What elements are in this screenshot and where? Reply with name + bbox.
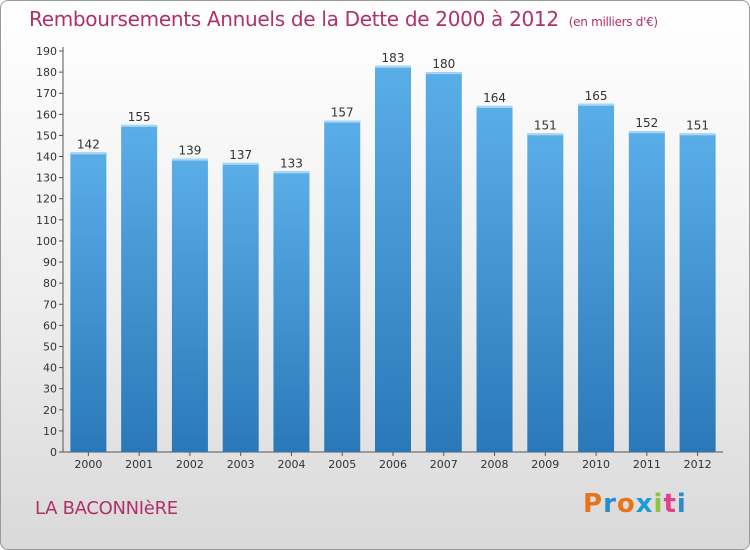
- value-label: 165: [585, 89, 608, 103]
- logo-letter: P: [583, 489, 604, 519]
- proxiti-logo: Proxiti: [583, 489, 687, 519]
- logo-letter: i: [653, 489, 664, 519]
- y-tick-label: 50: [43, 340, 57, 353]
- bar-2012: [679, 133, 716, 452]
- y-tick-label: 40: [43, 362, 57, 375]
- logo-letter: t: [663, 489, 677, 519]
- x-tick-label: 2005: [328, 458, 356, 471]
- bar-2009: [527, 133, 564, 452]
- x-tick-label: 2001: [125, 458, 153, 471]
- y-tick-label: 120: [36, 193, 57, 206]
- x-tick-label: 2010: [582, 458, 610, 471]
- x-tick-label: 2003: [227, 458, 255, 471]
- value-label: 152: [635, 116, 658, 130]
- y-tick-label: 130: [36, 172, 57, 185]
- x-tick-label: 2006: [379, 458, 407, 471]
- y-tick-label: 90: [43, 256, 57, 269]
- bar-highlight: [171, 158, 208, 161]
- bar-chart: 0 10 20 30 40 50 60 70 80 90 100 110 120 130 140 150 160…: [36, 45, 723, 471]
- bar-2001: [121, 124, 158, 453]
- bar-2008: [476, 105, 513, 452]
- value-label: 183: [382, 51, 405, 65]
- bar-highlight: [273, 171, 310, 174]
- x-tick-label: 2002: [176, 458, 204, 471]
- x-tick-label: 2004: [277, 458, 305, 471]
- value-label: 157: [331, 106, 354, 120]
- y-tick-label: 190: [36, 45, 57, 58]
- value-label: 151: [534, 118, 557, 132]
- bar-2011: [628, 131, 665, 452]
- bar-highlight: [222, 162, 259, 165]
- value-label: 151: [686, 118, 709, 132]
- y-tick-label: 140: [36, 151, 57, 164]
- value-label: 139: [178, 144, 201, 158]
- bar-highlight: [628, 131, 665, 134]
- bar-highlight: [70, 152, 107, 155]
- value-label: 155: [128, 110, 151, 124]
- value-label: 137: [229, 148, 252, 162]
- commune-name: LA BACONNIèRE: [35, 498, 178, 519]
- value-label: 133: [280, 156, 303, 170]
- y-tick-label: 60: [43, 319, 57, 332]
- bar-2007: [425, 72, 462, 453]
- x-tick-label: 2008: [481, 458, 509, 471]
- bar-2003: [222, 162, 259, 452]
- y-tick-label: 110: [36, 214, 57, 227]
- bar-2002: [171, 158, 208, 452]
- y-tick-label: 160: [36, 108, 57, 121]
- x-tick-label: 2000: [74, 458, 102, 471]
- value-label: 180: [432, 57, 455, 71]
- bar-2004: [273, 171, 310, 453]
- bar-highlight: [679, 133, 716, 136]
- chart-title-text: Remboursements Annuels de la Dette de 20…: [29, 7, 559, 31]
- y-tick-label: 0: [50, 446, 57, 459]
- x-tick-label: 2009: [531, 458, 559, 471]
- x-tick-label: 2007: [430, 458, 458, 471]
- x-tick-label: 2011: [633, 458, 661, 471]
- bar-highlight: [121, 124, 158, 127]
- bar-2005: [324, 120, 361, 452]
- y-tick-label: 70: [43, 298, 57, 311]
- bar-highlight: [578, 103, 615, 106]
- y-tick-label: 80: [43, 277, 57, 290]
- bar-highlight: [476, 105, 513, 108]
- x-tick-label: 2012: [684, 458, 712, 471]
- y-tick-label: 170: [36, 87, 57, 100]
- y-tick-label: 150: [36, 129, 57, 142]
- value-label: 164: [483, 91, 506, 105]
- logo-letter: o: [616, 489, 636, 519]
- logo-letter: x: [635, 489, 654, 519]
- y-tick-label: 30: [43, 383, 57, 396]
- y-tick-label: 20: [43, 404, 57, 417]
- value-label: 142: [77, 137, 100, 151]
- logo-letter: r: [603, 489, 617, 519]
- bar-highlight: [324, 120, 361, 123]
- axis-layer: 0 10 20 30 40 50 60 70 80 90 100 110 120 130 140 150 160…: [36, 45, 723, 459]
- logo-letter: i: [676, 489, 687, 519]
- y-tick-label: 100: [36, 235, 57, 248]
- chart-title: Remboursements Annuels de la Dette de 20…: [29, 7, 658, 31]
- chart-unit: (en milliers d'€): [568, 15, 658, 29]
- label-layer: 142 2000 155 2001 139 2002 137 2003 133 2004 157 20…: [74, 51, 711, 471]
- bar-2000: [70, 152, 107, 452]
- y-tick-label: 10: [43, 425, 57, 438]
- bar-highlight: [375, 65, 411, 68]
- bar-layer: [70, 65, 716, 453]
- bar-2006: [375, 65, 411, 452]
- bar-2010: [578, 103, 615, 453]
- bar-highlight: [527, 133, 564, 136]
- bar-highlight: [425, 72, 462, 75]
- y-tick-label: 180: [36, 66, 57, 79]
